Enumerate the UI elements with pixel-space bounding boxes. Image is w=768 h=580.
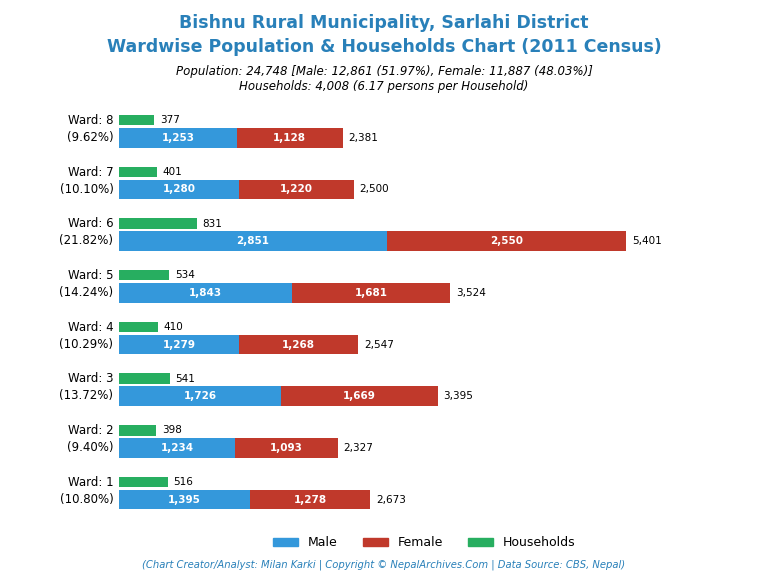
Bar bbox=[119, 438, 235, 458]
Bar bbox=[119, 425, 157, 436]
Text: Population: 24,748 [Male: 12,861 (51.97%), Female: 11,887 (48.03%)]: Population: 24,748 [Male: 12,861 (51.97%… bbox=[176, 65, 592, 78]
Text: Households: 4,008 (6.17 persons per Household): Households: 4,008 (6.17 persons per Hous… bbox=[240, 80, 528, 93]
Bar bbox=[119, 322, 157, 332]
Bar bbox=[387, 231, 627, 251]
Text: 831: 831 bbox=[203, 219, 223, 229]
Text: 1,669: 1,669 bbox=[343, 392, 376, 401]
Text: 2,673: 2,673 bbox=[376, 495, 406, 505]
Bar bbox=[237, 128, 343, 147]
Text: 1,843: 1,843 bbox=[189, 288, 222, 298]
Bar bbox=[119, 166, 157, 177]
Bar bbox=[292, 283, 450, 303]
Text: 534: 534 bbox=[175, 270, 195, 280]
Bar bbox=[119, 386, 281, 406]
Bar bbox=[119, 128, 237, 147]
Text: 2,381: 2,381 bbox=[349, 133, 378, 143]
Text: 541: 541 bbox=[176, 374, 195, 384]
Text: 2,550: 2,550 bbox=[490, 236, 523, 246]
Text: 2,327: 2,327 bbox=[343, 443, 373, 453]
Text: (Chart Creator/Analyst: Milan Karki | Copyright © NepalArchives.Com | Data Sourc: (Chart Creator/Analyst: Milan Karki | Co… bbox=[142, 559, 626, 570]
Text: 410: 410 bbox=[163, 322, 183, 332]
Bar bbox=[119, 180, 240, 200]
Bar bbox=[119, 374, 170, 384]
Text: 401: 401 bbox=[162, 167, 182, 177]
Bar bbox=[119, 335, 239, 354]
Text: 1,278: 1,278 bbox=[293, 495, 326, 505]
Bar bbox=[250, 490, 370, 509]
Text: 1,128: 1,128 bbox=[273, 133, 306, 143]
Text: 398: 398 bbox=[162, 425, 182, 436]
Text: 1,253: 1,253 bbox=[161, 133, 194, 143]
Text: 2,500: 2,500 bbox=[359, 184, 389, 194]
Bar bbox=[281, 386, 438, 406]
Text: 1,280: 1,280 bbox=[163, 184, 196, 194]
Text: 1,220: 1,220 bbox=[280, 184, 313, 194]
Bar bbox=[239, 335, 359, 354]
Text: 377: 377 bbox=[160, 115, 180, 125]
Text: 2,547: 2,547 bbox=[364, 339, 394, 350]
Text: 1,726: 1,726 bbox=[184, 392, 217, 401]
Text: 1,681: 1,681 bbox=[355, 288, 388, 298]
Text: Bishnu Rural Municipality, Sarlahi District: Bishnu Rural Municipality, Sarlahi Distr… bbox=[179, 14, 589, 32]
Bar bbox=[119, 231, 387, 251]
Text: 1,093: 1,093 bbox=[270, 443, 303, 453]
Bar bbox=[119, 218, 197, 229]
Text: 1,234: 1,234 bbox=[161, 443, 194, 453]
Legend: Male, Female, Households: Male, Female, Households bbox=[268, 531, 581, 554]
Text: 2,851: 2,851 bbox=[237, 236, 270, 246]
Bar bbox=[119, 490, 250, 509]
Bar bbox=[119, 270, 169, 280]
Bar bbox=[119, 477, 167, 487]
Bar bbox=[235, 438, 338, 458]
Bar bbox=[119, 115, 154, 125]
Text: 1,279: 1,279 bbox=[163, 339, 196, 350]
Text: 1,395: 1,395 bbox=[168, 495, 201, 505]
Text: Wardwise Population & Households Chart (2011 Census): Wardwise Population & Households Chart (… bbox=[107, 38, 661, 56]
Text: 5,401: 5,401 bbox=[632, 236, 662, 246]
Bar bbox=[240, 180, 354, 200]
Text: 3,395: 3,395 bbox=[444, 392, 473, 401]
Bar bbox=[119, 283, 292, 303]
Text: 1,268: 1,268 bbox=[282, 339, 315, 350]
Text: 516: 516 bbox=[173, 477, 193, 487]
Text: 3,524: 3,524 bbox=[455, 288, 485, 298]
